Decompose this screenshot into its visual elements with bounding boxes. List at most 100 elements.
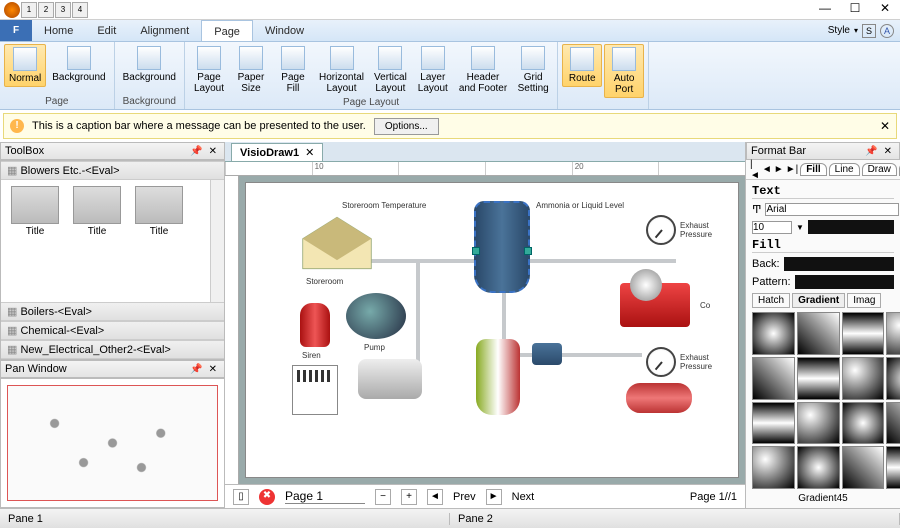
shape-gauge-1[interactable] bbox=[646, 215, 676, 245]
gradient-cell[interactable] bbox=[886, 402, 900, 445]
ribbon-btn-layer-layout[interactable]: LayerLayout bbox=[413, 44, 453, 96]
shape-gauge-2[interactable] bbox=[646, 347, 676, 377]
options-button[interactable]: Options... bbox=[374, 118, 439, 135]
tab-home[interactable]: Home bbox=[32, 20, 85, 41]
doc-tab[interactable]: VisioDraw1 ✕ bbox=[231, 143, 323, 161]
ribbon-btn-page-layout[interactable]: PageLayout bbox=[189, 44, 229, 96]
nav-first[interactable]: ▯ bbox=[233, 489, 249, 505]
doc-tab-close[interactable]: ✕ bbox=[305, 146, 314, 159]
ribbon-btn-auto-port[interactable]: AutoPort bbox=[604, 44, 644, 98]
shape-siren[interactable] bbox=[300, 303, 330, 347]
shape-pump[interactable] bbox=[346, 293, 406, 339]
file-button[interactable]: F bbox=[0, 20, 32, 41]
nav-prev-icon[interactable]: ◄ bbox=[427, 489, 443, 505]
toolbox-close[interactable]: ✕ bbox=[206, 146, 220, 157]
qat-btn-1[interactable]: 1 bbox=[21, 2, 37, 18]
nav-stop[interactable]: ✖ bbox=[259, 489, 275, 505]
toolbox-item[interactable]: Title bbox=[131, 186, 187, 296]
gradient-cell[interactable] bbox=[797, 402, 840, 445]
pattern-swatch[interactable] bbox=[795, 275, 894, 289]
toolbox-cat-boilers[interactable]: Boilers-<Eval> bbox=[1, 302, 224, 321]
shape-cylinder[interactable] bbox=[626, 383, 692, 413]
ribbon-btn-background[interactable]: Background bbox=[48, 44, 109, 85]
page-field[interactable] bbox=[285, 489, 365, 504]
shape-panel[interactable] bbox=[292, 365, 338, 415]
shape-vessel[interactable] bbox=[476, 339, 520, 415]
text-color-swatch[interactable] bbox=[808, 220, 894, 234]
subtab-gradient[interactable]: Gradient bbox=[792, 293, 845, 308]
nav-next-icon[interactable]: ► bbox=[486, 489, 502, 505]
gradient-cell[interactable] bbox=[842, 402, 885, 445]
toolbox-item[interactable]: Title bbox=[69, 186, 125, 296]
tab-window[interactable]: Window bbox=[253, 20, 316, 41]
nav-minus[interactable]: − bbox=[375, 489, 391, 505]
shape-valve[interactable] bbox=[532, 343, 562, 365]
gradient-cell[interactable] bbox=[752, 446, 795, 489]
maximize-button[interactable]: ☐ bbox=[840, 1, 870, 19]
subtab-hatch[interactable]: Hatch bbox=[752, 293, 790, 308]
shape-warehouse[interactable] bbox=[292, 213, 382, 273]
shape-motor[interactable] bbox=[358, 359, 422, 399]
fb-next[interactable]: ► bbox=[774, 164, 784, 175]
canvas[interactable]: Storeroom Temperature Storeroom Ammonia … bbox=[245, 182, 739, 478]
ribbon-btn-normal[interactable]: Normal bbox=[4, 44, 46, 87]
nav-next[interactable]: Next bbox=[512, 491, 535, 503]
back-swatch[interactable] bbox=[784, 257, 894, 271]
format-pin-icon[interactable]: 📌 bbox=[862, 146, 880, 157]
toolbox-cat-electrical[interactable]: New_Electrical_Other2-<Eval> bbox=[1, 340, 224, 359]
gradient-cell[interactable] bbox=[886, 446, 900, 489]
style-key[interactable]: S bbox=[862, 24, 876, 38]
toolbox-scroll[interactable] bbox=[210, 180, 224, 302]
minimize-button[interactable]: — bbox=[810, 1, 840, 19]
nav-prev[interactable]: Prev bbox=[453, 491, 476, 503]
qat-btn-3[interactable]: 3 bbox=[55, 2, 71, 18]
gradient-cell[interactable] bbox=[797, 446, 840, 489]
ribbon-btn-horizontal-layout[interactable]: HorizontalLayout bbox=[315, 44, 368, 96]
subtab-image[interactable]: Imag bbox=[847, 293, 881, 308]
panwin-pin-icon[interactable]: 📌 bbox=[187, 364, 205, 375]
ribbon-btn-paper-size[interactable]: PaperSize bbox=[231, 44, 271, 96]
pan-thumbnail[interactable] bbox=[7, 385, 218, 501]
nav-plus[interactable]: + bbox=[401, 489, 417, 505]
gradient-cell[interactable] bbox=[842, 446, 885, 489]
gradient-cell[interactable] bbox=[797, 357, 840, 400]
pin-icon[interactable]: 📌 bbox=[187, 146, 205, 157]
fb-tab-line[interactable]: Line bbox=[829, 163, 860, 176]
qat-btn-2[interactable]: 2 bbox=[38, 2, 54, 18]
tab-page[interactable]: Page bbox=[201, 20, 253, 41]
gradient-cell[interactable] bbox=[886, 312, 900, 355]
ribbon-btn-background[interactable]: Background bbox=[119, 44, 180, 85]
format-close[interactable]: ✕ bbox=[881, 146, 895, 157]
ribbon-btn-vertical-layout[interactable]: VerticalLayout bbox=[370, 44, 411, 96]
caption-close[interactable]: ✕ bbox=[880, 119, 890, 133]
toolbox-item[interactable]: Title bbox=[7, 186, 63, 296]
size-input[interactable] bbox=[752, 221, 792, 234]
ribbon-btn-grid-setting[interactable]: GridSetting bbox=[513, 44, 553, 96]
ribbon-btn-page-fill[interactable]: PageFill bbox=[273, 44, 313, 96]
fb-first[interactable]: |◄ bbox=[750, 159, 760, 181]
gradient-cell[interactable] bbox=[752, 402, 795, 445]
qat-btn-4[interactable]: 4 bbox=[72, 2, 88, 18]
help-key[interactable]: A bbox=[880, 24, 894, 38]
gradient-cell[interactable] bbox=[842, 312, 885, 355]
tab-edit[interactable]: Edit bbox=[85, 20, 128, 41]
gradient-cell[interactable] bbox=[886, 357, 900, 400]
fb-prev[interactable]: ◄ bbox=[762, 164, 772, 175]
gradient-cell[interactable] bbox=[752, 312, 795, 355]
panwindow-close[interactable]: ✕ bbox=[206, 364, 220, 375]
toolbox-cat-open[interactable]: Blowers Etc.-<Eval> bbox=[1, 161, 224, 180]
fb-tab-fill[interactable]: Fill bbox=[800, 163, 826, 176]
gradient-cell[interactable] bbox=[797, 312, 840, 355]
ribbon-btn-route[interactable]: Route bbox=[562, 44, 602, 87]
gradient-cell[interactable] bbox=[752, 357, 795, 400]
shape-tank-selected[interactable] bbox=[474, 201, 530, 293]
shape-compressor[interactable] bbox=[620, 283, 690, 327]
ribbon-btn-header-and-footer[interactable]: Headerand Footer bbox=[455, 44, 511, 96]
font-input[interactable] bbox=[765, 203, 899, 216]
fb-tab-draw[interactable]: Draw bbox=[862, 163, 897, 176]
close-button[interactable]: ✕ bbox=[870, 1, 900, 19]
tab-alignment[interactable]: Alignment bbox=[128, 20, 201, 41]
gradient-cell[interactable] bbox=[842, 357, 885, 400]
fb-last[interactable]: ►| bbox=[786, 164, 799, 175]
toolbox-cat-chemical[interactable]: Chemical-<Eval> bbox=[1, 321, 224, 340]
